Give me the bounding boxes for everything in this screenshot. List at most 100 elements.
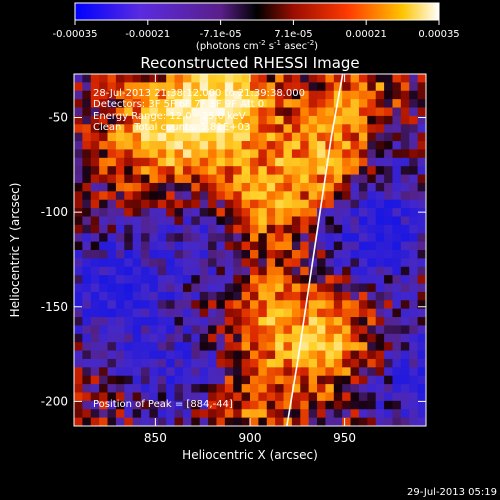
heatmap-cell: [182, 124, 192, 134]
heatmap-cell: [325, 283, 335, 293]
heatmap-cell: [392, 199, 402, 209]
heatmap-cell: [392, 157, 402, 167]
heatmap-cell: [333, 275, 343, 285]
heatmap-cell: [132, 241, 142, 251]
heatmap-cell: [141, 342, 151, 352]
heatmap-cell: [241, 384, 251, 394]
heatmap-cell: [342, 266, 352, 276]
heatmap-cell: [317, 300, 327, 310]
heatmap-cell: [409, 291, 419, 301]
heatmap-cell: [124, 90, 134, 100]
heatmap-cell: [375, 291, 385, 301]
heatmap-cell: [275, 208, 285, 218]
heatmap-cell: [266, 308, 276, 318]
heatmap-cell: [216, 107, 226, 117]
heatmap-cell: [283, 375, 293, 385]
heatmap-cell: [124, 124, 134, 134]
heatmap-cell: [90, 115, 100, 125]
heatmap-cell: [107, 82, 117, 92]
heatmap-cell: [233, 182, 243, 192]
heatmap-cell: [90, 199, 100, 209]
heatmap-cell: [266, 174, 276, 184]
heatmap-cell: [367, 82, 377, 92]
heatmap-cell: [358, 409, 368, 419]
heatmap-cell: [291, 409, 301, 419]
heatmap-cell: [358, 400, 368, 410]
heatmap-cell: [115, 115, 125, 125]
heatmap-cell: [191, 250, 201, 259]
heatmap-cell: [333, 392, 343, 402]
heatmap-cell: [149, 333, 159, 343]
heatmap-cell: [300, 124, 310, 134]
heatmap-cell: [258, 250, 268, 259]
heatmap-cell: [400, 266, 410, 276]
heatmap-cell: [82, 82, 92, 92]
heatmap-cell: [141, 124, 151, 134]
heatmap-cell: [224, 174, 234, 184]
heatmap-cell: [350, 224, 360, 234]
heatmap-cell: [157, 241, 167, 251]
heatmap-cell: [291, 107, 301, 117]
heatmap-cell: [283, 199, 293, 209]
heatmap-cell: [233, 124, 243, 134]
heatmap-cell: [82, 275, 92, 285]
heatmap-cell: [384, 384, 394, 394]
heatmap-cell: [191, 82, 201, 92]
heatmap-cell: [82, 317, 92, 327]
heatmap-cell: [124, 157, 134, 167]
heatmap-cell: [291, 124, 301, 134]
heatmap-cell: [124, 342, 134, 352]
heatmap-cell: [392, 300, 402, 310]
heatmap-cell: [141, 132, 151, 142]
heatmap-cell: [409, 157, 419, 167]
heatmap-cell: [266, 317, 276, 327]
heatmap-cell: [99, 283, 109, 293]
heatmap-cell: [283, 124, 293, 134]
heatmap-cell: [333, 384, 343, 394]
heatmap-cell: [233, 174, 243, 184]
colorbar-tick-label: -0.00021: [125, 29, 170, 40]
heatmap-cell: [115, 417, 125, 426]
heatmap-cell: [283, 174, 293, 184]
heatmap-cell: [275, 342, 285, 352]
heatmap-cell: [182, 208, 192, 218]
heatmap-cell: [224, 241, 234, 251]
heatmap-cell: [358, 291, 368, 301]
heatmap-cell: [384, 166, 394, 176]
heatmap-cell: [107, 107, 117, 117]
heatmap-cell: [384, 107, 394, 117]
heatmap-cell: [99, 74, 109, 83]
heatmap-cell: [375, 166, 385, 176]
heatmap-cell: [283, 224, 293, 234]
heatmap-cell: [191, 375, 201, 385]
heatmap-cell: [409, 417, 419, 426]
heatmap-cell: [182, 325, 192, 335]
heatmap-cell: [216, 233, 226, 243]
heatmap-cell: [115, 325, 125, 335]
heatmap-cell: [74, 384, 83, 394]
heatmap-cell: [409, 367, 419, 377]
heatmap-cell: [250, 392, 259, 402]
heatmap-cell: [241, 90, 251, 100]
heatmap-cell: [233, 342, 243, 352]
heatmap-cell: [300, 342, 310, 352]
heatmap-cell: [99, 216, 109, 226]
heatmap-cell: [275, 174, 285, 184]
heatmap-cell: [241, 241, 251, 251]
heatmap-cell: [157, 350, 167, 360]
heatmap-cell: [191, 317, 201, 327]
heatmap-cell: [224, 392, 234, 402]
heatmap-cell: [115, 182, 125, 192]
heatmap-cell: [182, 132, 192, 142]
heatmap-cell: [409, 199, 419, 209]
heatmap-cell: [266, 90, 276, 100]
heatmap-cell: [99, 99, 109, 109]
heatmap-cell: [166, 124, 176, 134]
heatmap-cell: [317, 149, 327, 159]
heatmap-cell: [400, 233, 410, 243]
heatmap-cell: [308, 275, 318, 285]
heatmap-cell: [333, 333, 343, 343]
heatmap-cell: [166, 174, 176, 184]
heatmap-cell: [74, 409, 83, 419]
